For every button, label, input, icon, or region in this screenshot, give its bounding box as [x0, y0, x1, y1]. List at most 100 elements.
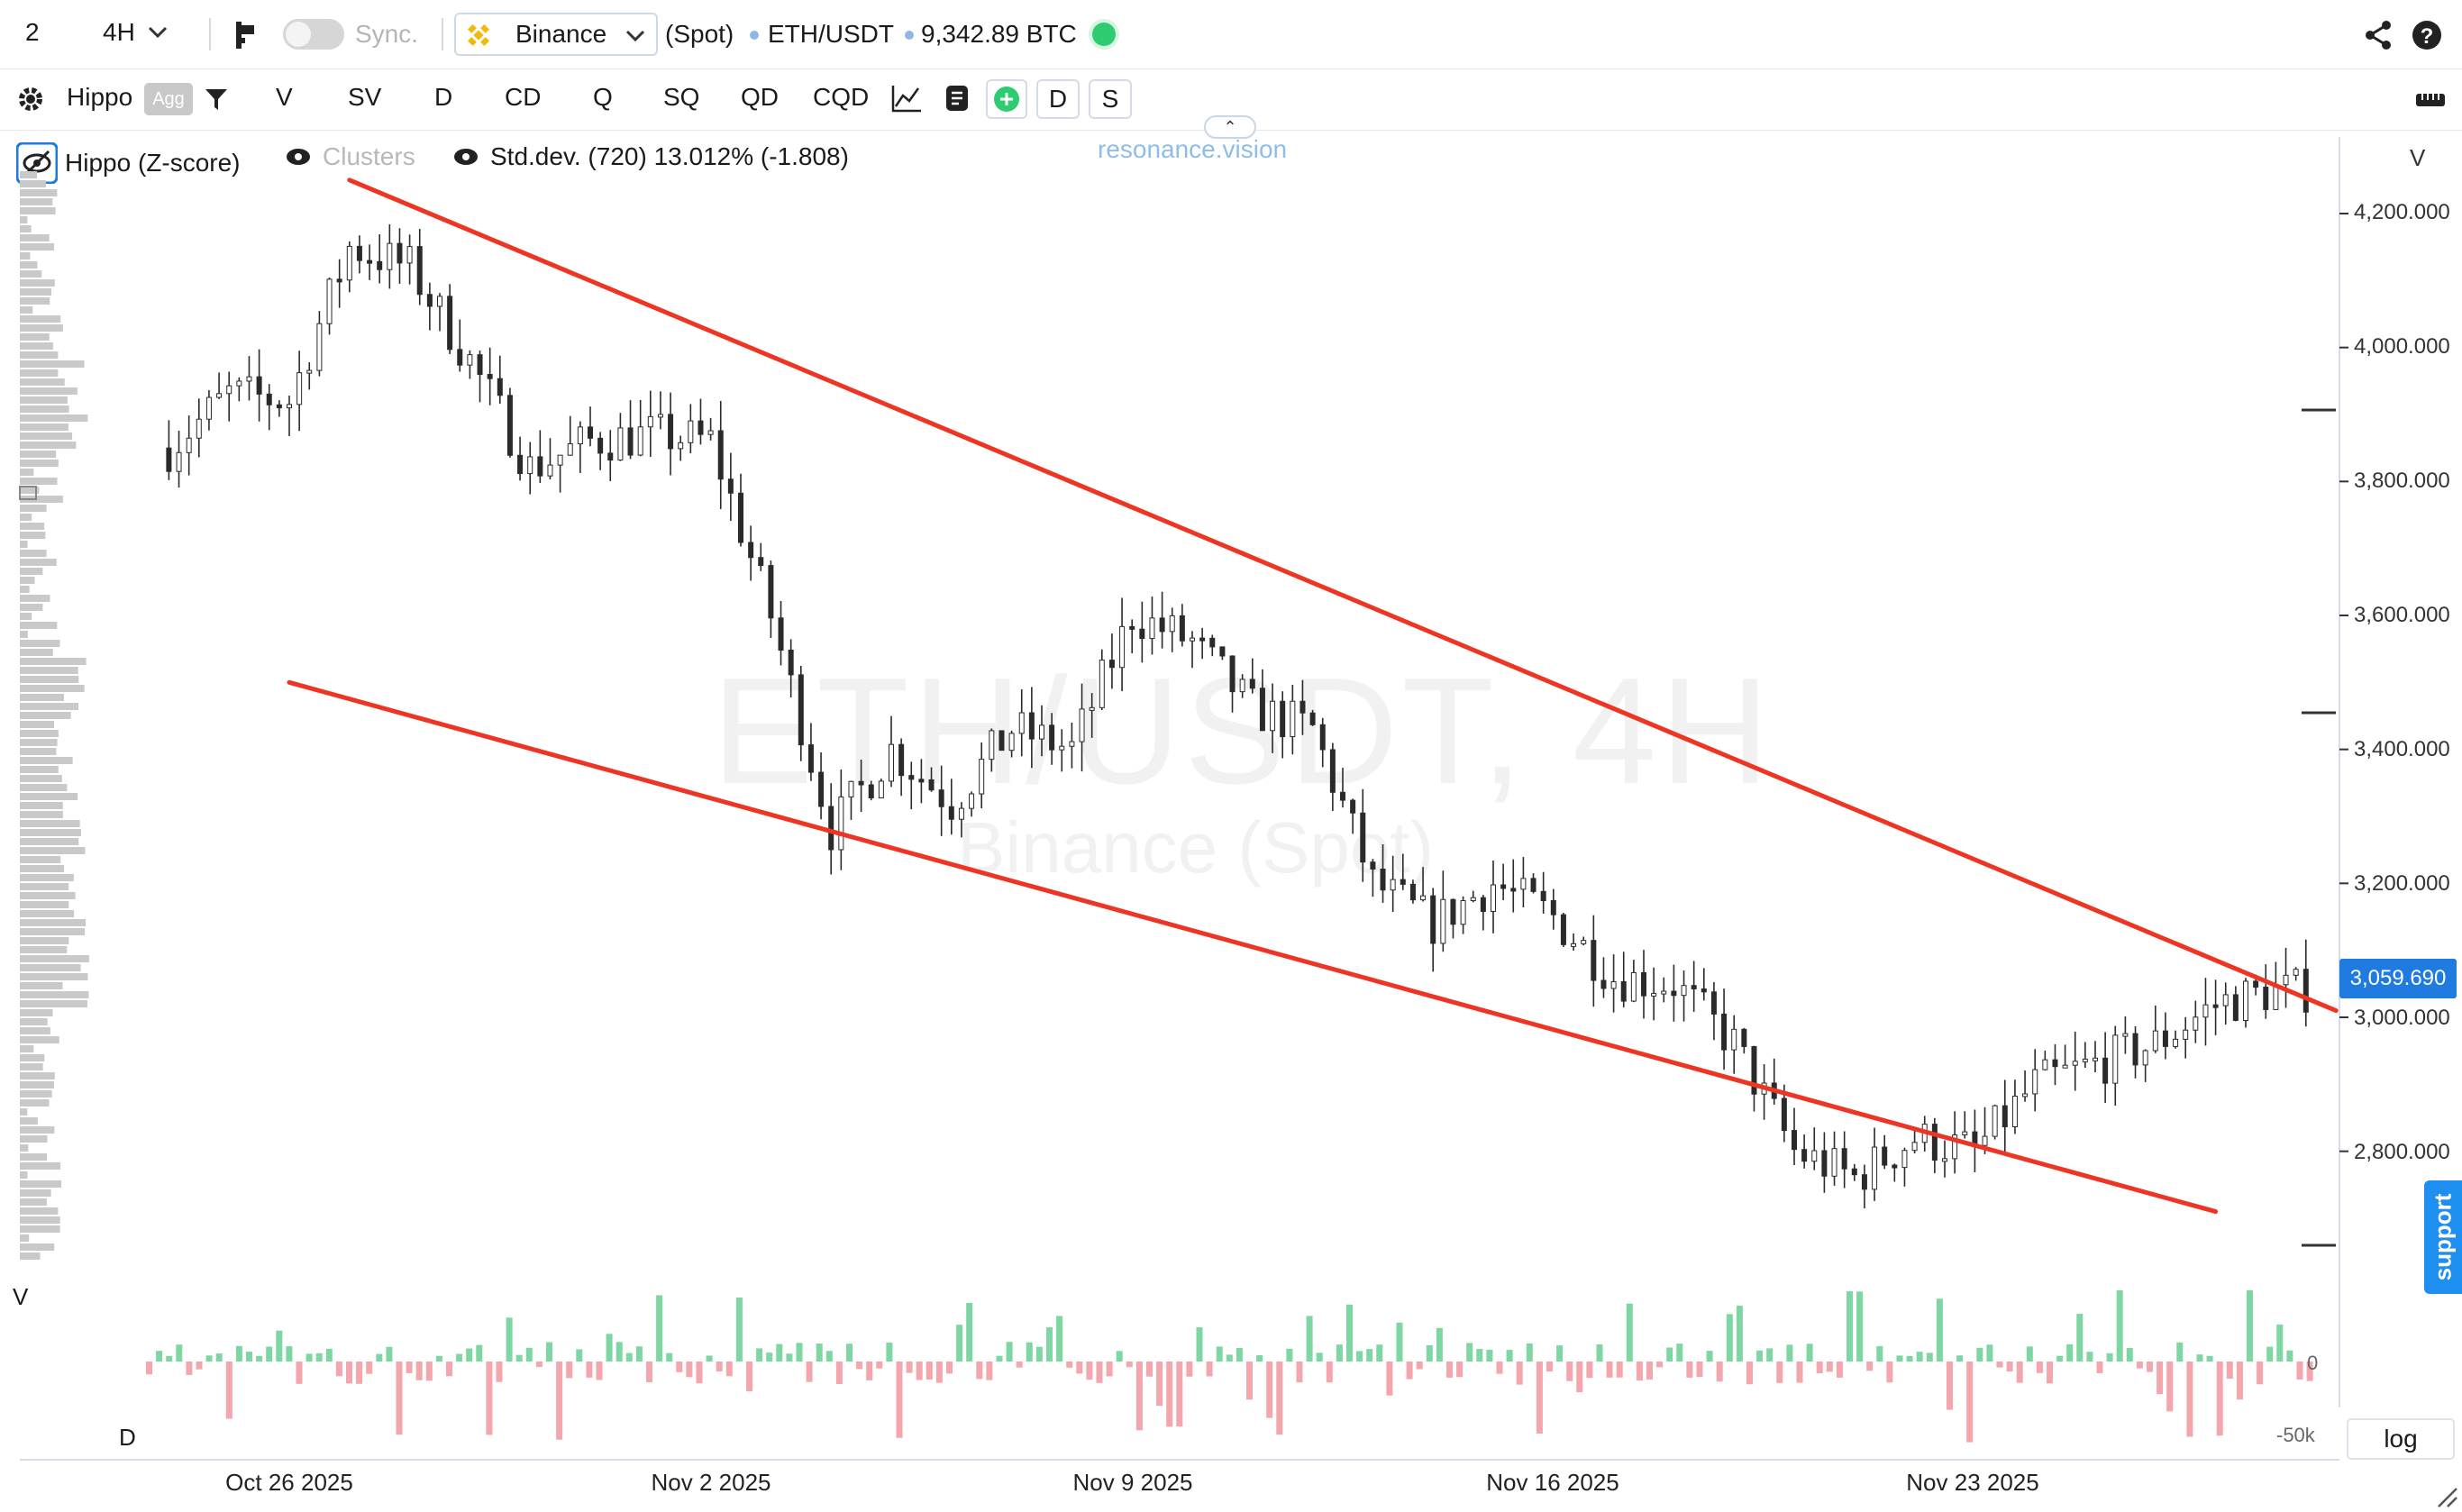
volume-profile-bar: [20, 1171, 28, 1179]
volume-profile-bar: [20, 748, 57, 755]
btn-signed-quantity[interactable]: SQ: [663, 83, 700, 111]
collapse-toolbar-button[interactable]: ⌃: [1204, 115, 1256, 139]
symbol-label[interactable]: ETH/USDT: [768, 20, 894, 48]
sync-toggle[interactable]: [283, 19, 344, 50]
btn-cumulative-delta[interactable]: CD: [505, 83, 542, 111]
delta-bar: [406, 1362, 413, 1373]
help-icon[interactable]: ?: [2412, 20, 2442, 50]
volume-profile-bar: [20, 360, 85, 368]
candle-body: [1259, 688, 1265, 732]
filter-icon[interactable]: [204, 87, 229, 112]
candle-body: [1872, 1146, 1878, 1190]
delta-bar: [846, 1343, 853, 1362]
bar-style-icon[interactable]: [233, 20, 260, 50]
eye-icon[interactable]: [452, 147, 479, 167]
btn-quantity[interactable]: Q: [593, 83, 613, 111]
volume-profile-bar: [20, 847, 86, 854]
btn-cumulative-quantity-delta[interactable]: CQD: [813, 83, 870, 111]
chip-d[interactable]: D: [1036, 79, 1080, 119]
delta-bar: [1566, 1362, 1573, 1381]
layout-count-button[interactable]: 2: [25, 18, 40, 46]
exchange-select[interactable]: Binance: [454, 13, 658, 56]
candle-body: [858, 780, 864, 786]
delta-bar: [1856, 1291, 1864, 1362]
volume-profile-bar: [20, 306, 33, 314]
delta-bar: [2276, 1324, 2284, 1362]
candle-body: [1500, 884, 1507, 889]
candle-body: [748, 542, 754, 559]
candle-body: [688, 420, 694, 443]
volume-profile-bar: [20, 874, 74, 881]
volume-profile-bar: [20, 928, 86, 935]
volume-profile-bar: [20, 973, 88, 980]
add-indicator-button[interactable]: [986, 79, 1027, 119]
timeframe-select[interactable]: 4H: [103, 18, 169, 47]
volume-profile-bar: [20, 261, 38, 269]
indicator-name[interactable]: Hippo: [67, 83, 133, 111]
candle-body: [1741, 1028, 1747, 1047]
btn-volume[interactable]: V: [276, 83, 293, 111]
candle-body: [1620, 980, 1627, 1002]
candle-body: [828, 806, 834, 851]
volume-profile-bar: [20, 919, 87, 926]
delta-bar: [425, 1362, 433, 1381]
resize-handle-icon[interactable]: [2435, 1485, 2458, 1508]
gear-icon[interactable]: [16, 85, 45, 114]
candle-body: [1751, 1045, 1757, 1095]
btn-delta[interactable]: D: [434, 83, 453, 111]
delta-bar: [1906, 1355, 1913, 1362]
candle-body: [1911, 1142, 1918, 1152]
legend-stddev[interactable]: Std.dev. (720) 13.012% (-1.808): [452, 142, 849, 171]
volume-profile-bar: [20, 982, 63, 989]
volume-profile-bar: [20, 622, 58, 629]
delta-bar: [1546, 1362, 1553, 1372]
volume-profile-bar: [20, 324, 63, 332]
legend-hippo[interactable]: Hippo (Z-score): [16, 142, 240, 184]
time-tick: Nov 16 2025: [1486, 1469, 1619, 1496]
share-icon[interactable]: [2365, 20, 2394, 50]
volume-profile-bar: [20, 198, 53, 205]
delta-bar: [676, 1362, 683, 1372]
candle-body: [1199, 637, 1206, 642]
chip-s[interactable]: S: [1089, 79, 1132, 119]
line-chart-icon[interactable]: [890, 83, 923, 114]
candle-body: [266, 393, 272, 405]
trendlines[interactable]: [287, 178, 2339, 1215]
volume-profile-bar: [20, 910, 75, 917]
delta-bar: [776, 1343, 783, 1362]
log-scale-button[interactable]: log: [2347, 1418, 2455, 1460]
delta-bar: [1366, 1349, 1373, 1362]
delta-bar: [1376, 1344, 1383, 1362]
delta-bar: [1596, 1344, 1603, 1362]
btn-signed-volume[interactable]: SV: [348, 83, 382, 111]
delta-bar: [2116, 1290, 2123, 1362]
legend-stddev-label: Std.dev. (720) 13.012% (-1.808): [490, 142, 849, 170]
delta-bar: [2296, 1362, 2303, 1380]
volume-profile-bar: [20, 225, 32, 232]
candle-body: [717, 430, 724, 480]
volume-profile-bar: [20, 387, 78, 395]
delta-bar: [886, 1343, 893, 1362]
candle-body: [627, 427, 634, 456]
ruler-icon[interactable]: [2415, 90, 2446, 110]
support-button[interactable]: support: [2424, 1180, 2462, 1294]
delta-bar: [1446, 1362, 1453, 1378]
candle-body: [1571, 943, 1577, 947]
legend-clusters[interactable]: Clusters: [285, 142, 415, 171]
notes-icon[interactable]: [944, 85, 970, 112]
delta-bar: [186, 1362, 193, 1375]
delta-bar: [1486, 1349, 1493, 1362]
delta-pane-label: D: [119, 1424, 136, 1451]
delta-bar: [1916, 1352, 1923, 1362]
delta-bar: [1976, 1347, 1983, 1362]
candle-body: [1861, 1174, 1867, 1190]
eye-icon[interactable]: [285, 147, 312, 167]
agg-badge[interactable]: Agg: [144, 83, 193, 115]
candle-body: [447, 296, 453, 351]
volume-profile-bar: [20, 1090, 52, 1098]
delta-bar: [506, 1317, 513, 1362]
btn-quantity-delta[interactable]: QD: [741, 83, 779, 111]
delta-bar: [996, 1355, 1003, 1362]
candle-body: [1089, 706, 1095, 711]
